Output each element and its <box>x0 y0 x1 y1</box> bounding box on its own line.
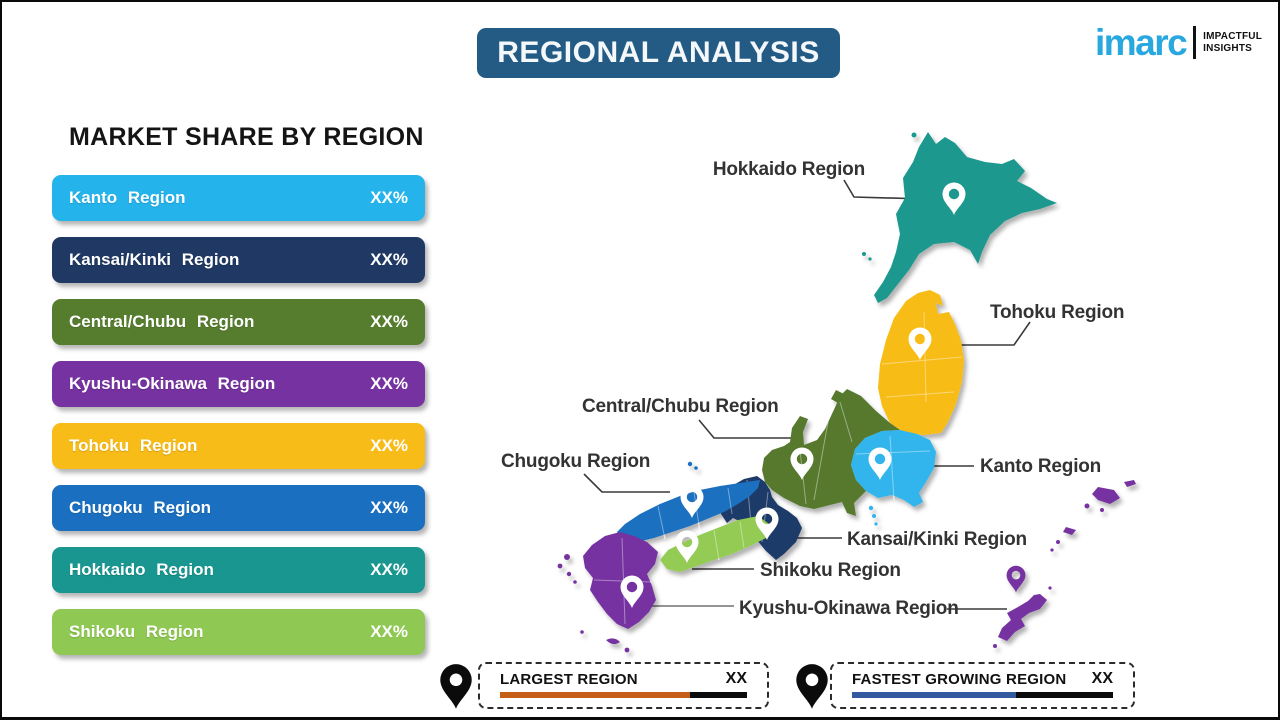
bar-value: XX% <box>370 312 408 331</box>
largest-region-label: LARGEST REGION <box>500 670 638 688</box>
largest-region-pin-icon <box>440 664 472 709</box>
region-hokkaido <box>862 132 1057 303</box>
leader-lines <box>583 179 1031 610</box>
bar-value: XX% <box>370 560 408 579</box>
pin-icon-tohoku <box>908 327 932 360</box>
logo-tagline: IMPACTFUL INSIGHTS <box>1203 31 1262 54</box>
market-share-bar-kyushu: Kyushu-Okinawa Region XX% <box>52 361 425 407</box>
region-kyushu <box>557 532 658 653</box>
bar-value: XX% <box>370 498 408 517</box>
bar-value: XX% <box>370 436 408 455</box>
pin-icon-okinawa <box>1006 565 1026 593</box>
bar-label: Central/Chubu Region <box>69 312 255 331</box>
bar-label: Kyushu-Okinawa Region <box>69 374 276 393</box>
pin-icon-kansai <box>755 507 779 540</box>
market-share-bar-hokkaido: Hokkaido Region XX% <box>52 547 425 593</box>
bar-label: Hokkaido Region <box>69 560 214 579</box>
pin-icon-chubu <box>790 447 814 480</box>
fastest-region-label: FASTEST GROWING REGION <box>852 670 1067 688</box>
region-chubu <box>762 389 900 516</box>
map-label-chugoku: Chugoku Region <box>501 451 650 472</box>
page-title: REGIONAL ANALYSIS <box>497 36 820 69</box>
map-pins <box>620 182 1026 608</box>
imarc-logo: imarc IMPACTFUL INSIGHTS <box>1095 24 1262 61</box>
bar-label: Shikoku Region <box>69 622 204 641</box>
pin-icon-chugoku <box>680 485 704 518</box>
fastest-region-bar <box>852 692 1113 698</box>
pin-icon-hokkaido <box>942 182 966 215</box>
largest-region-value: XX <box>725 670 747 687</box>
largest-region-bar-rest <box>690 692 747 698</box>
map-label-kanto: Kanto Region <box>980 456 1101 477</box>
fastest-region-value: XX <box>1091 670 1113 687</box>
map-label-chubu: Central/Chubu Region <box>582 396 779 417</box>
market-share-bar-chubu: Central/Chubu Region XX% <box>52 299 425 345</box>
logo-divider <box>1193 26 1197 59</box>
market-share-bar-tohoku: Tohoku Region XX% <box>52 423 425 469</box>
market-share-bar-kanto: Kanto Region XX% <box>52 175 425 221</box>
bar-label: Kansai/Kinki Region <box>69 250 240 269</box>
map-label-shikoku: Shikoku Region <box>760 560 901 581</box>
fastest-region-bar-fill <box>852 692 1017 698</box>
map-label-hokkaido: Hokkaido Region <box>713 159 865 180</box>
bar-label: Tohoku Region <box>69 436 198 455</box>
map-label-tohoku: Tohoku Region <box>990 302 1124 323</box>
pin-icon-shikoku <box>675 530 699 563</box>
map-labels: Hokkaido Region Tohoku Region Central/Ch… <box>501 159 1124 619</box>
leader-line-chubu <box>698 419 792 439</box>
region-kanto <box>851 430 936 526</box>
largest-region-legend: LARGEST REGION XX <box>478 662 769 709</box>
pin-icon-kyushu <box>620 575 644 608</box>
fastest-region-legend: FASTEST GROWING REGION XX <box>830 662 1135 709</box>
bar-value: XX% <box>370 188 408 207</box>
region-tohoku <box>878 290 964 435</box>
bar-value: XX% <box>370 622 408 641</box>
bar-value: XX% <box>370 374 408 393</box>
pin-icon-kanto <box>868 447 892 480</box>
bar-label: Chugoku Region <box>69 498 211 517</box>
market-share-bar-kansai: Kansai/Kinki Region XX% <box>52 237 425 283</box>
market-share-bar-shikoku: Shikoku Region XX% <box>52 609 425 655</box>
bar-value: XX% <box>370 250 408 269</box>
bar-label: Kanto Region <box>69 188 186 207</box>
leader-line-tohoku <box>947 321 1031 346</box>
fastest-region-bar-rest <box>1016 692 1113 698</box>
fastest-region-pin-icon <box>796 664 828 709</box>
imarc-logo-wordmark: imarc <box>1094 22 1188 63</box>
market-share-bar-chugoku: Chugoku Region XX% <box>52 485 425 531</box>
leader-line-chugoku <box>583 473 670 493</box>
page-title-banner: REGIONAL ANALYSIS <box>477 28 840 78</box>
japan-region-map: Hokkaido Region Tohoku Region Central/Ch… <box>501 132 1136 653</box>
leader-line-hokkaido <box>843 179 926 200</box>
market-share-heading: MARKET SHARE BY REGION <box>69 123 424 151</box>
map-label-kyushu: Kyushu-Okinawa Region <box>739 598 959 619</box>
largest-region-bar-fill <box>500 692 691 698</box>
region-okinawa-islands <box>993 480 1136 648</box>
largest-region-bar <box>500 692 747 698</box>
map-label-kansai: Kansai/Kinki Region <box>847 529 1027 550</box>
